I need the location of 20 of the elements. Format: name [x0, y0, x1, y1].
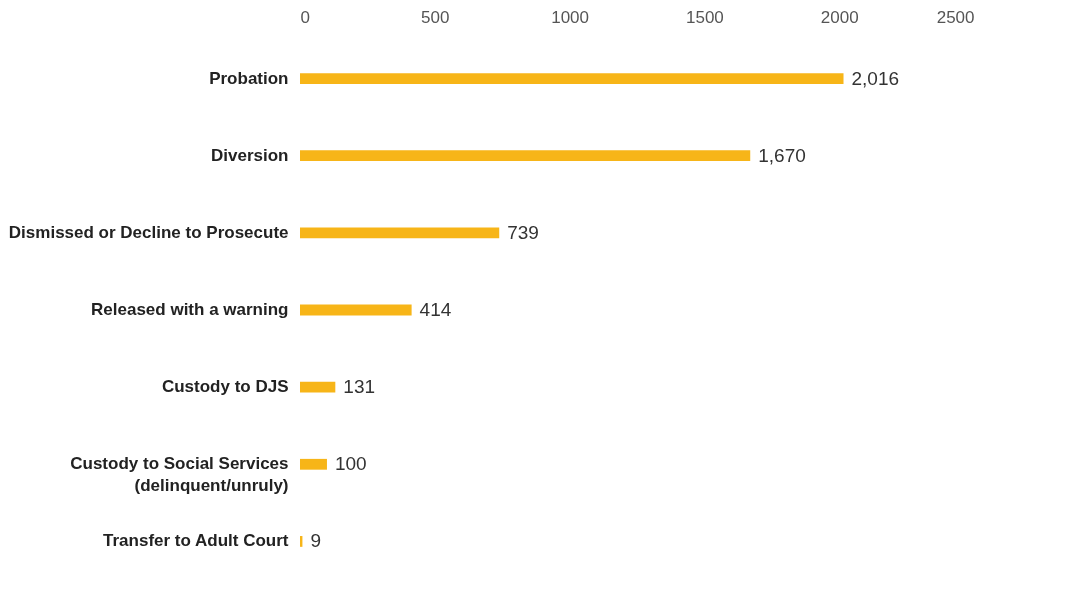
x-tick-label: 2000 [820, 7, 859, 27]
y-tick-label: Custody to DJS [161, 377, 289, 397]
y-tick-label: Probation [209, 68, 289, 88]
data-label: 131 [343, 376, 376, 398]
x-tick-label: 500 [421, 7, 450, 27]
y-tick-label: Released with a warning [91, 300, 289, 319]
data-label: 1,670 [758, 144, 806, 166]
data-label: 2,016 [851, 67, 900, 89]
x-tick-label: 0 [300, 7, 310, 27]
y-tick-label: Transfer to Adult Court [103, 531, 289, 551]
x-tick-label: 2500 [936, 7, 975, 27]
data-label: 414 [419, 299, 452, 320]
y-tick-label: Dismissed or Decline to Prosecute [8, 222, 289, 242]
data-label: 9 [310, 530, 321, 552]
y-tick-label: Custody to Social Services (delinquent/unruly) [70, 454, 289, 496]
x-tick-label: 1500 [685, 7, 724, 27]
y-tick-label: Diversion [211, 145, 289, 165]
x-tick-label: 1000 [551, 7, 590, 27]
data-label: 739 [507, 221, 539, 243]
data-label: 100 [334, 453, 367, 475]
